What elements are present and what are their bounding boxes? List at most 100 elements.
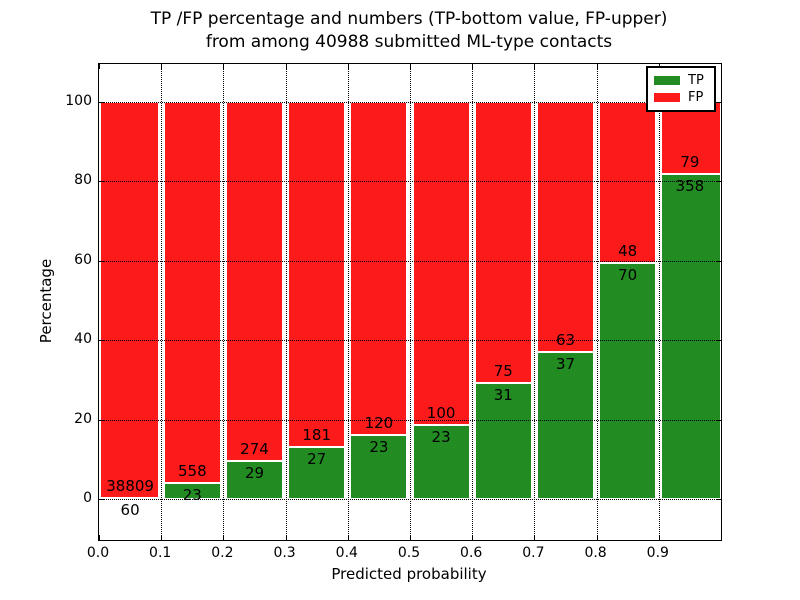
fp-count-label: 181 xyxy=(302,426,332,445)
x-tick-mark xyxy=(410,64,411,69)
x-tick-mark xyxy=(658,535,660,540)
x-tick-label: 0.5 xyxy=(397,545,421,561)
x-tick-label: 0.9 xyxy=(646,545,669,561)
vertical-gridline xyxy=(410,64,411,540)
x-tick-mark xyxy=(410,535,411,540)
y-tick-mark xyxy=(716,419,721,421)
y-tick-mark xyxy=(99,499,104,500)
tp-count-label: 37 xyxy=(555,355,576,374)
x-tick-mark xyxy=(534,535,536,540)
tp-bar-segment xyxy=(536,352,595,499)
x-tick-mark xyxy=(347,535,349,540)
x-tick-label: 0.8 xyxy=(584,545,607,561)
x-tick-mark xyxy=(285,64,287,69)
tp-bar-segment xyxy=(350,435,408,499)
tp-bar-segment xyxy=(661,173,721,499)
fp-bar-segment xyxy=(474,102,532,383)
x-tick-label: 0.7 xyxy=(522,545,545,561)
fp-bar-segment xyxy=(225,102,284,461)
fp-count-label: 558 xyxy=(177,462,207,481)
fp-bar-segment xyxy=(350,102,408,436)
y-tick-mark xyxy=(99,419,104,421)
y-tick-mark xyxy=(716,260,721,262)
tp-count-label: 31 xyxy=(493,385,513,404)
tp-count-label: 27 xyxy=(307,450,327,469)
tp-bar-segment xyxy=(225,461,284,499)
chart-title-line2: from among 40988 submitted ML-type conta… xyxy=(205,32,613,52)
x-tick-mark xyxy=(99,64,100,69)
fp-bar-segment xyxy=(536,102,595,353)
tp-bar-segment xyxy=(288,447,346,499)
fp-count-label: 63 xyxy=(555,331,576,350)
fp-bar-segment xyxy=(412,102,470,425)
fp-count-label: 48 xyxy=(618,242,638,261)
y-tick-mark xyxy=(99,340,104,342)
tp-count-label: 23 xyxy=(431,427,451,446)
x-tick-mark xyxy=(99,535,100,540)
tp-count-label: 358 xyxy=(675,176,705,195)
y-tick-mark xyxy=(99,181,104,183)
fp-count-label: 120 xyxy=(364,414,394,433)
fp-bar-segment xyxy=(100,102,159,499)
x-tick-mark xyxy=(534,64,536,69)
chart-title-line1: TP /FP percentage and numbers (TP-bottom… xyxy=(150,9,668,29)
tp-legend-swatch xyxy=(654,75,680,85)
y-tick-label: 60 xyxy=(74,251,92,268)
x-tick-label: 0.0 xyxy=(86,545,110,561)
y-tick-mark xyxy=(716,181,721,183)
x-tick-label: 0.6 xyxy=(460,545,483,561)
x-tick-label: 0.2 xyxy=(211,545,234,561)
x-tick-label: 0.1 xyxy=(149,545,172,561)
fp-count-label: 100 xyxy=(426,403,456,422)
x-tick-mark xyxy=(596,64,598,69)
x-tick-mark xyxy=(161,535,163,540)
vertical-gridline xyxy=(347,64,349,540)
y-tick-mark xyxy=(99,260,104,262)
vertical-gridline xyxy=(534,64,536,540)
fp-bar-segment xyxy=(661,102,721,174)
plot-area: 38809 60 558 23 274 29 181 27 120 23 100 23 75 31 63 37… xyxy=(98,63,722,541)
tp-count-label: 29 xyxy=(244,464,265,482)
y-tick-label: 20 xyxy=(74,410,92,427)
tp-bar-segment xyxy=(163,483,221,499)
y-tick-mark xyxy=(716,499,721,500)
tp-count-label: 60 xyxy=(120,501,140,520)
x-axis-label: Predicted probability xyxy=(331,565,487,583)
fp-count-label: 38809 xyxy=(106,477,154,496)
fp-count-label: 274 xyxy=(240,440,269,458)
y-tick-mark xyxy=(99,102,104,103)
tp-bar-segment xyxy=(474,382,532,499)
legend-entry-label: TP xyxy=(688,72,704,88)
y-tick-label: 40 xyxy=(74,331,92,348)
vertical-gridline xyxy=(658,64,660,540)
y-tick-label: 100 xyxy=(65,93,92,109)
legend-entry: TP xyxy=(654,73,708,88)
vertical-gridline xyxy=(223,64,225,540)
fp-bar-segment xyxy=(163,102,221,484)
tp-count-label: 70 xyxy=(618,266,638,285)
x-tick-label: 0.4 xyxy=(335,545,358,561)
y-tick-mark xyxy=(716,340,721,342)
tp-count-label: 23 xyxy=(369,438,389,457)
tp-bar-segment xyxy=(599,263,657,499)
fp-bar-segment xyxy=(288,102,346,448)
fp-count-label: 79 xyxy=(680,152,700,171)
x-tick-label: 0.3 xyxy=(273,545,296,561)
x-tick-mark xyxy=(596,535,598,540)
y-tick-mark xyxy=(716,102,721,103)
legend-entry: FP xyxy=(654,90,708,105)
x-tick-mark xyxy=(472,64,474,69)
fp-legend-swatch xyxy=(654,93,680,103)
tp-bar-segment xyxy=(412,424,470,499)
x-tick-mark xyxy=(223,535,225,540)
x-tick-mark xyxy=(347,64,349,69)
legend: TP FP xyxy=(646,66,716,112)
chart-title: TP /FP percentage and numbers (TP-bottom… xyxy=(98,8,720,54)
y-tick-label: 0 xyxy=(83,490,92,506)
fp-count-label: 75 xyxy=(493,361,513,380)
legend-entry-label: FP xyxy=(688,90,704,106)
tp-count-label: 23 xyxy=(182,486,202,505)
x-tick-mark xyxy=(472,535,474,540)
vertical-gridline xyxy=(285,64,287,540)
